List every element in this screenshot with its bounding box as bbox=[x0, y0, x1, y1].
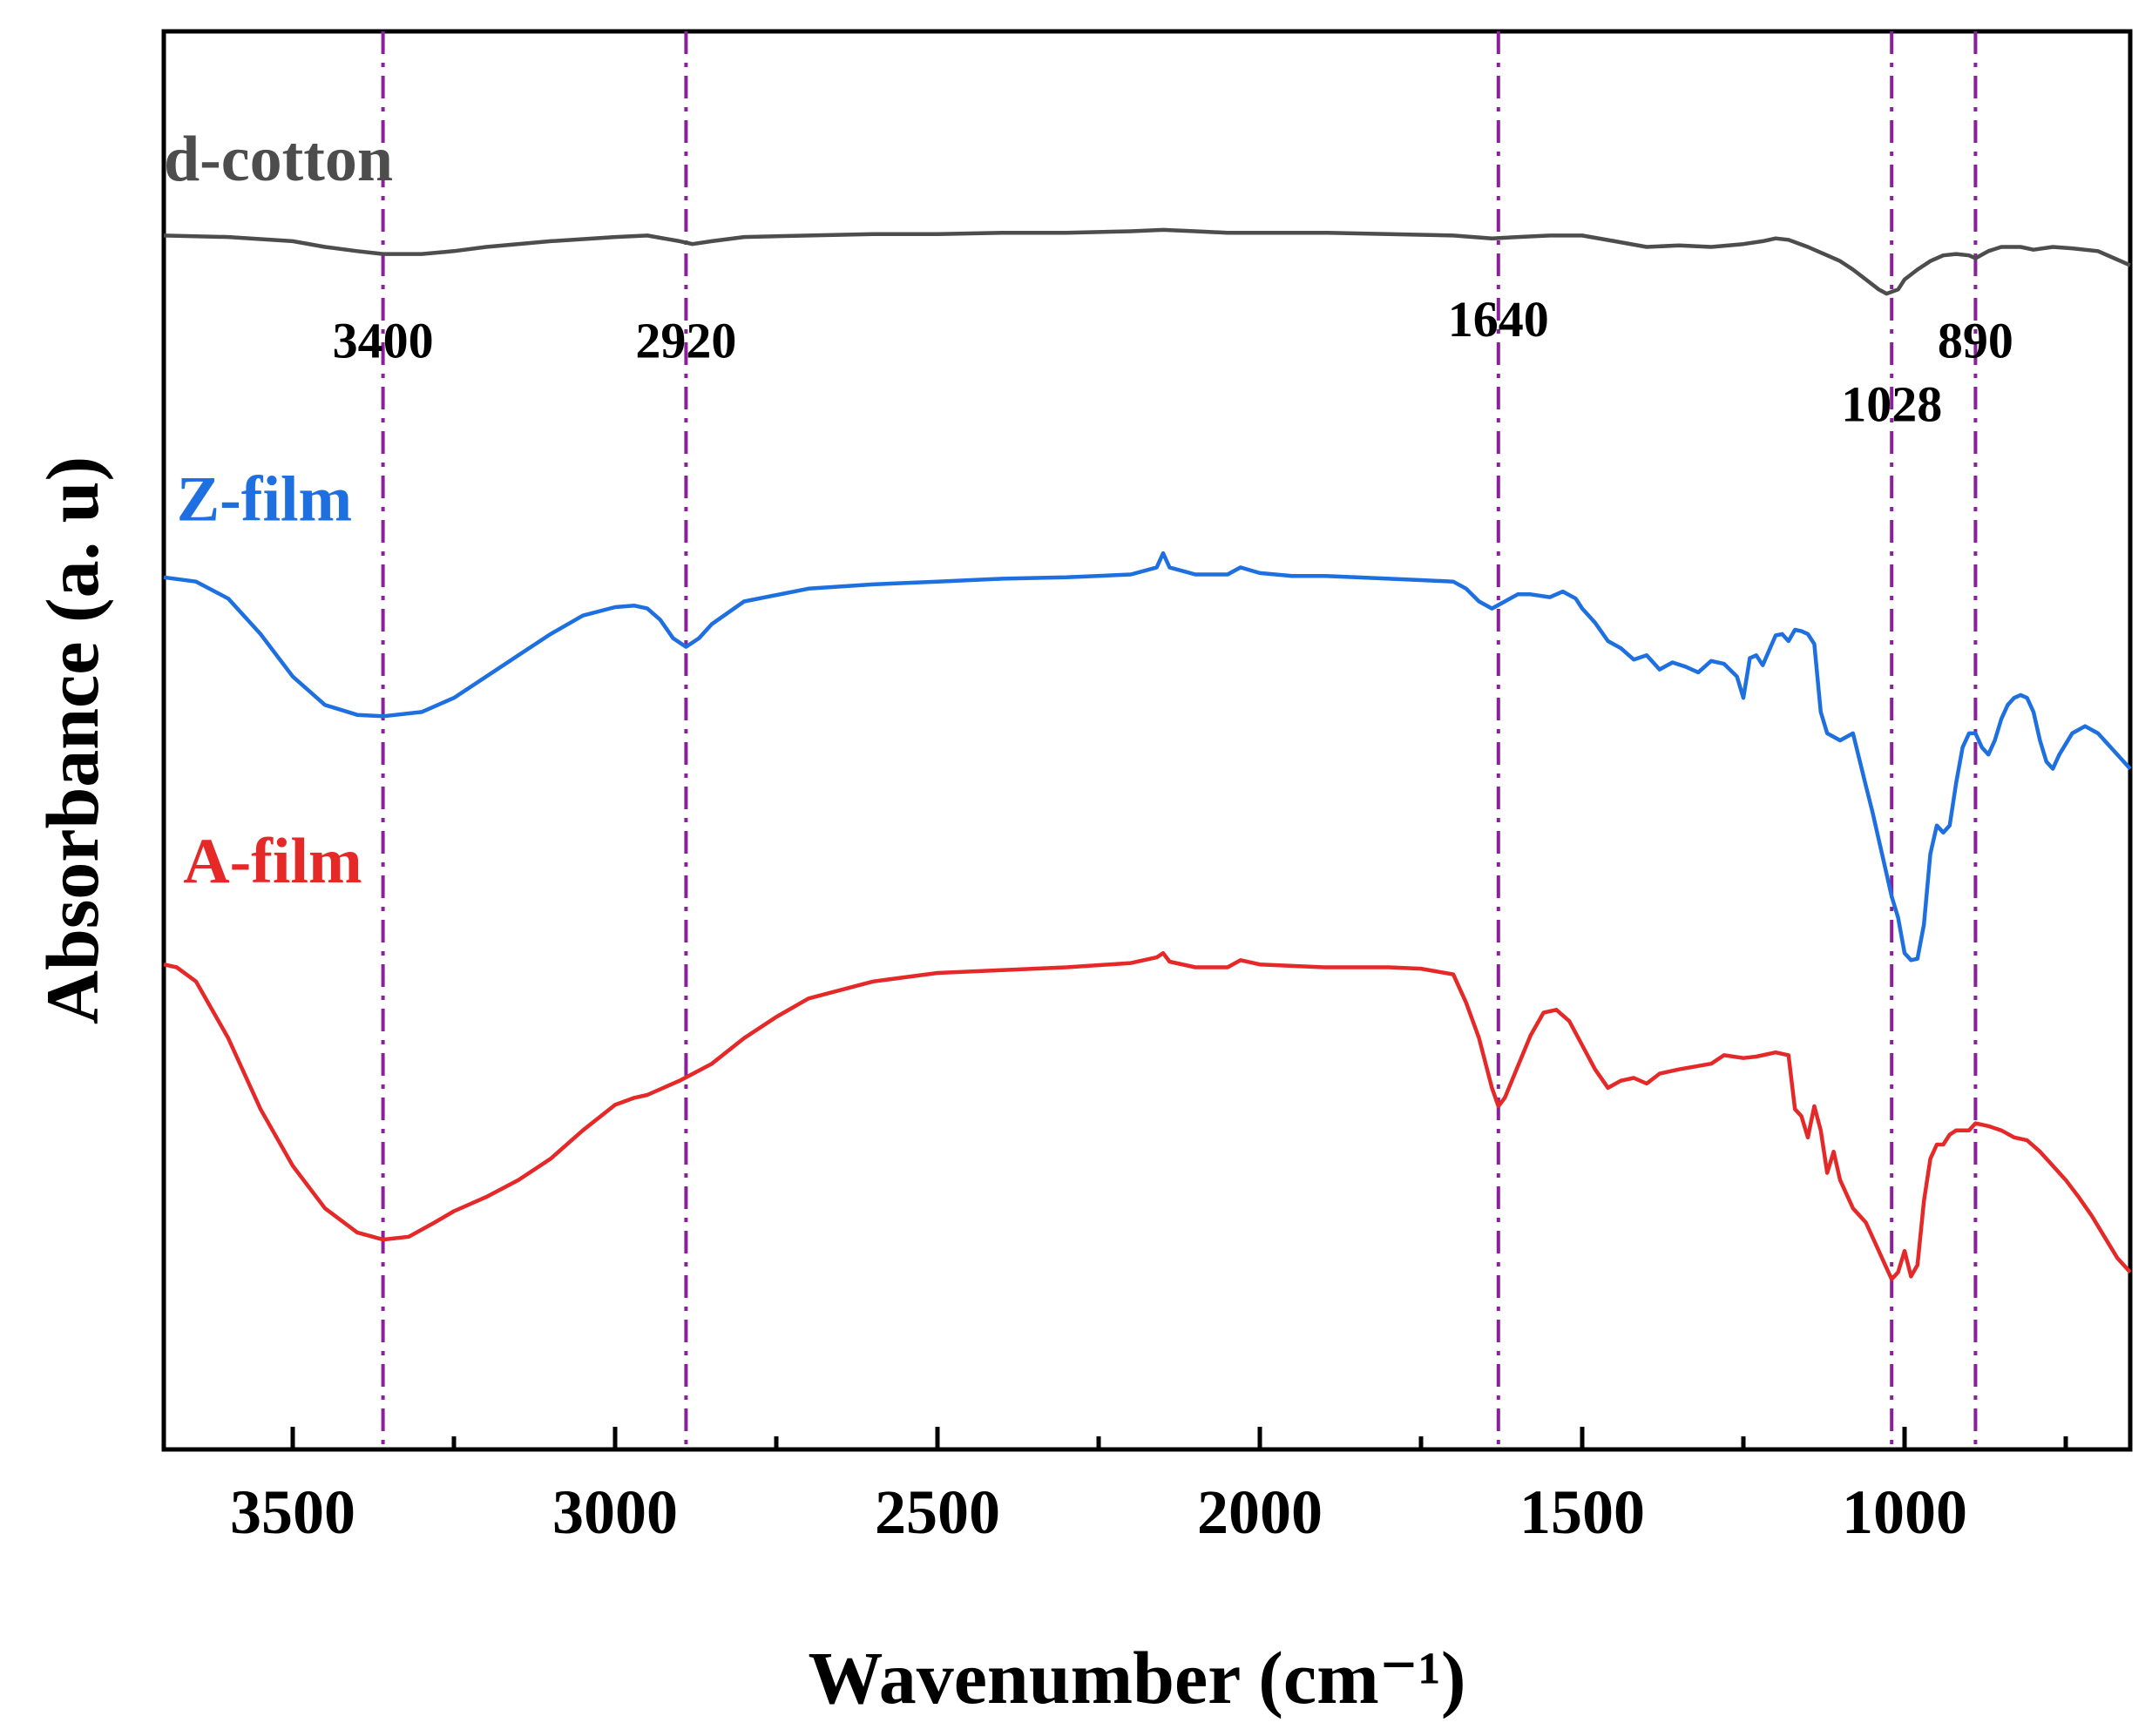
x-tick-label: 2000 bbox=[1197, 1477, 1323, 1547]
peak-label: 3400 bbox=[333, 312, 434, 368]
peak-labels: 3400 2920 1640 1028 890 bbox=[333, 291, 2013, 433]
series-labels: d-cotton Z-film A-film bbox=[164, 124, 393, 897]
plot-frame bbox=[161, 29, 2133, 1452]
series-label: Z-film bbox=[177, 464, 352, 536]
reference-lines bbox=[381, 31, 1978, 1449]
series-label: d-cotton bbox=[164, 124, 393, 195]
peak-label: 1028 bbox=[1841, 376, 1942, 433]
series-label: A-film bbox=[183, 826, 362, 897]
x-tick-label: 1000 bbox=[1842, 1477, 1967, 1547]
x-axis-ticks bbox=[290, 1427, 2068, 1449]
x-tick-label: 2500 bbox=[875, 1477, 1000, 1547]
x-axis-title: Wavenumber (cm⁻¹) bbox=[808, 1636, 1465, 1719]
x-tick-label: 3500 bbox=[230, 1477, 355, 1547]
x-axis-tick-labels: 3500 3000 2500 2000 1500 1000 bbox=[230, 1477, 1967, 1547]
peak-label: 890 bbox=[1938, 312, 2013, 368]
peak-label: 2920 bbox=[635, 312, 736, 368]
series-line-d-cotton bbox=[163, 227, 2131, 296]
y-axis-title: Absorbance (a. u) bbox=[30, 456, 114, 1024]
spectra bbox=[163, 227, 2132, 1281]
series-line-a-film bbox=[163, 950, 2132, 1281]
peak-label: 1640 bbox=[1448, 291, 1549, 348]
x-tick-label: 1500 bbox=[1519, 1477, 1645, 1547]
series-line-z-film bbox=[163, 551, 2132, 963]
x-tick-label: 3000 bbox=[552, 1477, 678, 1547]
